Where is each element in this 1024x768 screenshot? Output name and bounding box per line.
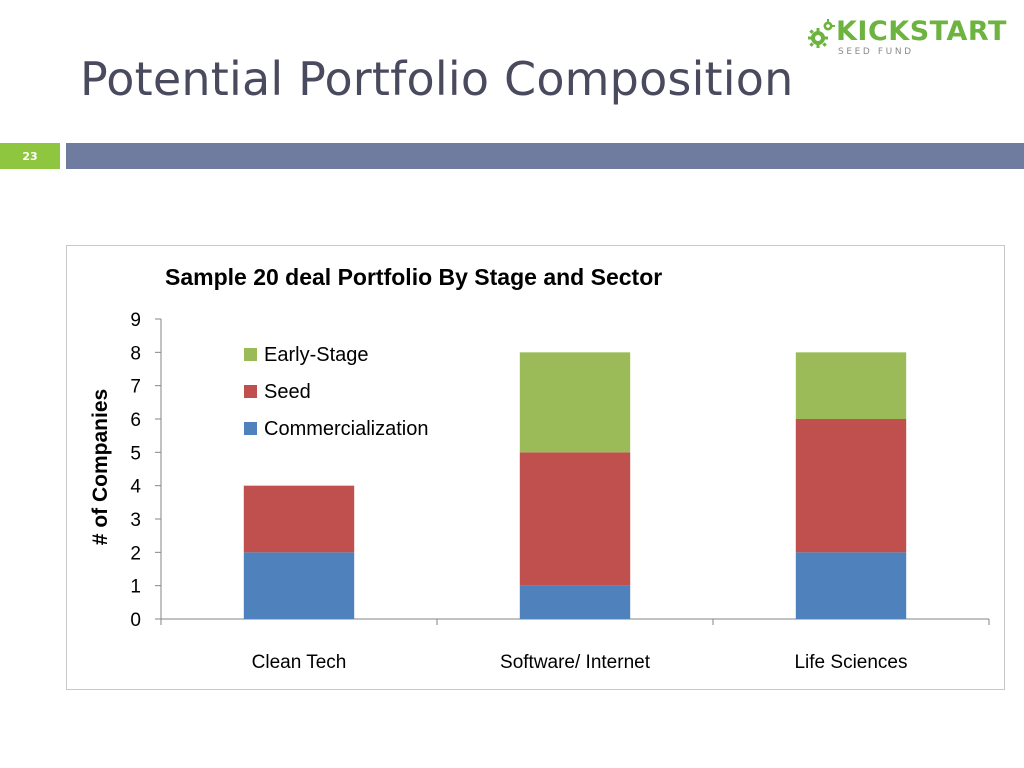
logo-wordmark: KICKSTART [836, 16, 1007, 47]
bar-segment [519, 452, 631, 586]
bar-segment [519, 585, 631, 619]
x-tick-label: Clean Tech [252, 652, 347, 673]
x-tick-labels: Clean Tech Software/ Internet Life Science… [252, 652, 908, 673]
kickstart-logo: KICKSTART SEED FUND [806, 14, 1010, 60]
legend-label: Commercialization [264, 418, 429, 440]
logo-word-kick: KICK [836, 16, 910, 47]
logo-word-start: START [909, 16, 1007, 47]
legend-swatch [244, 385, 257, 398]
y-axis-label: # of Companies [89, 389, 112, 545]
x-tick-label: Life Sciences [794, 652, 907, 673]
y-tick-label: 4 [130, 477, 141, 498]
stacked-bar-chart: Sample 20 deal Portfolio By Stage and Se… [89, 264, 990, 673]
page-title: Potential Portfolio Composition [80, 52, 794, 106]
bar-segment [795, 552, 907, 619]
y-tick-label: 6 [130, 410, 141, 431]
legend-label: Seed [264, 381, 311, 403]
bar-segment [519, 352, 631, 453]
y-tick-label: 2 [130, 543, 141, 564]
header-bar [66, 143, 1024, 169]
bars [243, 352, 907, 619]
y-tick-label: 7 [130, 377, 141, 398]
gear-icon [808, 19, 835, 48]
slide-number: 23 [0, 143, 60, 169]
y-tick-label: 8 [130, 343, 141, 364]
y-tick-label: 1 [130, 577, 141, 598]
legend: Early-Stage Seed Commercialization [244, 344, 429, 440]
legend-swatch [244, 348, 257, 361]
chart-title: Sample 20 deal Portfolio By Stage and Se… [165, 264, 662, 290]
bar-segment [243, 552, 355, 619]
y-tick-label: 5 [130, 443, 141, 464]
y-tick-label: 0 [130, 610, 141, 631]
bar-segment [795, 419, 907, 553]
y-tick-labels: 0 1 2 3 4 5 6 7 8 9 [130, 310, 141, 631]
chart-frame: Sample 20 deal Portfolio By Stage and Se… [66, 245, 1005, 690]
x-tick-label: Software/ Internet [500, 652, 651, 673]
legend-swatch [244, 422, 257, 435]
y-tick-label: 3 [130, 510, 141, 531]
bar-segment [243, 485, 355, 553]
logo-subtitle: SEED FUND [838, 47, 914, 57]
y-tick-label: 9 [130, 310, 141, 331]
legend-label: Early-Stage [264, 344, 369, 366]
bar-segment [795, 352, 907, 419]
